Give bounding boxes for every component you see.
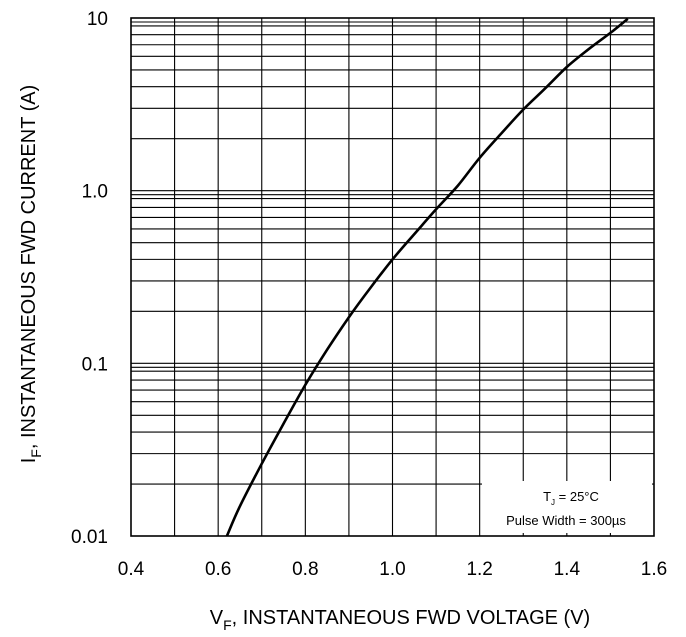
forward-current-curve — [225, 17, 629, 537]
annotation-tj-sub: J — [551, 498, 555, 507]
x-tick-label: 1.4 — [554, 559, 581, 580]
series-group — [225, 17, 629, 537]
annotation-line-1: TJ = 25°C — [543, 489, 599, 507]
annotation-tj-rest: = 25°C — [555, 489, 599, 504]
plot-frame — [130, 17, 655, 537]
y-axis-title: IF, INSTANTANEOUS FWD CURRENT (A) — [18, 85, 44, 464]
y-axis-title-sub: F — [28, 449, 44, 458]
y-axis-title-main: I — [18, 458, 40, 464]
x-axis-title: VF, INSTANTANEOUS FWD VOLTAGE (V) — [210, 607, 590, 633]
grid-lines — [131, 18, 654, 536]
conditions-annotation: TJ = 25°C Pulse Width = 300µs — [482, 481, 652, 533]
y-tick-label: 0.01 — [71, 527, 108, 548]
y-tick-labels: 0.01 0.1 1.0 10 — [71, 9, 108, 548]
x-tick-label: 1.2 — [466, 559, 492, 580]
annotation-box — [482, 481, 652, 533]
x-tick-labels: 0.4 0.6 0.8 1.0 1.2 1.4 1.6 — [118, 559, 667, 580]
y-tick-label: 0.1 — [82, 354, 108, 375]
x-axis-title-sub: F — [223, 617, 232, 633]
y-axis-title-rest: , INSTANTANEOUS FWD CURRENT (A) — [18, 85, 40, 449]
x-tick-label: 0.8 — [292, 559, 318, 580]
x-tick-label: 0.6 — [205, 559, 231, 580]
y-tick-label: 10 — [87, 9, 108, 30]
annotation-line-2: Pulse Width = 300µs — [506, 513, 626, 528]
x-tick-label: 1.6 — [641, 559, 667, 580]
x-axis-title-main: V — [210, 607, 224, 629]
x-tick-label: 1.0 — [379, 559, 405, 580]
x-axis-title-rest: , INSTANTANEOUS FWD VOLTAGE (V) — [232, 607, 591, 629]
annotation-tj-main: T — [543, 489, 551, 504]
x-tick-label: 0.4 — [118, 559, 145, 580]
y-tick-label: 1.0 — [82, 182, 108, 203]
